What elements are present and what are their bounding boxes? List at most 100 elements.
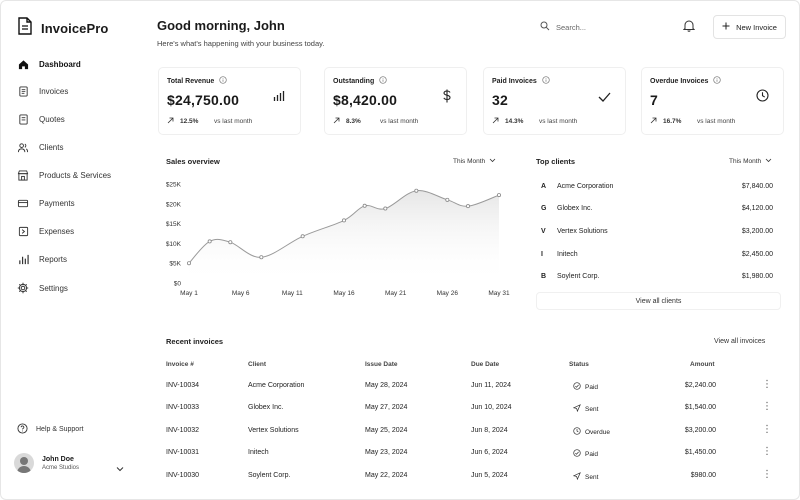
recent-invoices-title: Recent invoices [166, 337, 224, 346]
stat-note: vs last month [380, 118, 419, 125]
stat-card-total-revenue[interactable]: Total Revenue $24,750.00 12.5% vs last mo… [158, 67, 301, 135]
column-header-status[interactable]: Status [569, 361, 589, 368]
client-amount: $4,120.00 [741, 204, 773, 212]
client-row[interactable]: V Vertex Solutions $3,200.00 [541, 224, 773, 238]
client-logo: A [541, 182, 547, 190]
trend-up-icon [492, 117, 499, 126]
invoice-issue-date: May 27, 2024 [365, 404, 408, 411]
invoice-due-date: Jun 10, 2024 [471, 404, 512, 411]
stat-card-paid-invoices[interactable]: Paid Invoices 32 14.3% vs last month [483, 67, 626, 135]
sales-chart: $0 $5K $10K $15K $20K $25K May 1 May 6 May 11 May… [166, 182, 510, 298]
x-tick-label: May 1 [180, 290, 198, 297]
search-input[interactable]: Search... [534, 17, 662, 37]
sidebar-item-clients[interactable]: Clients [17, 139, 63, 155]
user-company: Acme Studios [42, 464, 80, 471]
table-row[interactable]: INV-10033 Globex Inc. May 27, 2024 Jun 1… [161, 398, 781, 418]
sidebar-item-dashboard[interactable]: Dashboard [17, 56, 81, 72]
client-name: Initech [557, 250, 578, 258]
view-all-invoices-link[interactable]: View all invoices [714, 338, 766, 345]
client-name: Vertex Solutions [557, 227, 608, 235]
bar-chart-icon [273, 89, 286, 107]
user-menu[interactable]: John Doe Acme Studios [14, 453, 124, 473]
x-tick-label: May 6 [232, 290, 250, 297]
sidebar-item-expenses[interactable]: Expenses [17, 223, 74, 239]
sidebar-item-products[interactable]: Products & Services [17, 167, 111, 183]
invoice-icon [17, 85, 29, 97]
check-circle-icon [573, 449, 581, 459]
more-icon[interactable]: ⋮ [762, 469, 772, 480]
status-label: Sent [585, 405, 599, 413]
column-header-due-date[interactable]: Due Date [471, 361, 500, 368]
client-row[interactable]: I Initech $2,450.00 [541, 247, 773, 261]
more-icon[interactable]: ⋮ [762, 379, 772, 390]
stat-change: 16.7% [663, 118, 682, 125]
sales-area [189, 190, 499, 283]
column-header-amount[interactable]: Amount [690, 361, 715, 368]
invoice-amount: $1,450.00 [684, 449, 716, 456]
sidebar-item-quotes[interactable]: Quotes [17, 111, 65, 127]
stat-label: Overdue Invoices [650, 77, 709, 85]
client-row[interactable]: G Globex Inc. $4,120.00 [541, 201, 773, 215]
status-label: Paid [585, 450, 599, 458]
help-support-link[interactable]: Help & Support [17, 423, 83, 436]
help-label: Help & Support [36, 426, 84, 433]
info-icon [379, 76, 387, 86]
more-icon[interactable]: ⋮ [762, 401, 772, 412]
clients-period-select[interactable]: This Month [729, 158, 772, 165]
app-name: InvoicePro [41, 21, 109, 36]
sales-point [186, 261, 191, 266]
invoice-issue-date: May 28, 2024 [365, 382, 408, 389]
sidebar-item-reports[interactable]: Reports [17, 251, 67, 267]
table-row[interactable]: INV-10034 Acme Corporation May 28, 2024 … [161, 376, 781, 396]
expense-icon [17, 225, 29, 237]
column-header-client[interactable]: Client [248, 361, 267, 368]
send-icon [572, 404, 581, 414]
table-row[interactable]: INV-10031 Initech May 23, 2024 Jun 6, 20… [161, 443, 781, 463]
stat-card-overdue-invoices[interactable]: Overdue Invoices 7 16.7% vs last month [641, 67, 784, 135]
invoice-due-date: Jun 11, 2024 [471, 382, 511, 389]
invoice-number: INV-10034 [166, 382, 200, 389]
view-all-clients-button[interactable]: View all clients [536, 292, 781, 310]
stat-note: vs last month [214, 118, 253, 125]
sales-point [383, 206, 388, 211]
y-tick-label: $15K [166, 221, 182, 228]
client-logo: I [541, 250, 543, 258]
status-label: Sent [585, 473, 599, 481]
new-invoice-button[interactable]: New Invoice [713, 15, 786, 39]
check-icon [598, 89, 611, 107]
client-amount: $2,450.00 [741, 250, 773, 258]
x-tick-label: May 26 [437, 290, 459, 297]
client-name: Acme Corporation [557, 182, 614, 190]
table-row[interactable]: INV-10030 Soylent Corp. May 22, 2024 Jun… [161, 466, 781, 486]
sidebar-item-label: Clients [39, 142, 64, 152]
sidebar-item-payments[interactable]: Payments [17, 195, 75, 211]
sidebar-item-invoices[interactable]: Invoices [17, 83, 68, 99]
sidebar-item-label: Reports [39, 254, 68, 264]
notifications-button[interactable] [682, 19, 696, 37]
client-row[interactable]: B Soylent Corp. $1,980.00 [541, 269, 773, 283]
invoice-amount: $2,240.00 [684, 382, 716, 389]
client-name: Globex Inc. [557, 204, 593, 212]
invoice-client: Soylent Corp. [248, 472, 291, 479]
bar-chart-icon [17, 253, 29, 265]
sidebar-item-label: Settings [39, 283, 68, 293]
sidebar-item-settings[interactable]: Settings [17, 280, 68, 296]
column-header-invoice[interactable]: Invoice # [166, 361, 194, 368]
logo[interactable]: InvoicePro [17, 17, 108, 40]
sales-point [496, 193, 501, 198]
client-logo: G [541, 204, 547, 212]
column-header-issue-date[interactable]: Issue Date [365, 361, 398, 368]
quote-icon [17, 113, 29, 125]
client-row[interactable]: A Acme Corporation $7,840.00 [541, 179, 773, 193]
sales-line [188, 190, 500, 264]
x-tick-label: May 11 [282, 290, 303, 297]
invoice-due-date: Jun 6, 2024 [471, 449, 508, 456]
send-icon [572, 472, 581, 482]
more-icon[interactable]: ⋮ [762, 424, 772, 435]
table-row[interactable]: INV-10032 Vertex Solutions May 25, 2024 … [161, 421, 781, 441]
more-icon[interactable]: ⋮ [762, 446, 772, 457]
sales-period-select[interactable]: This Month [453, 158, 496, 165]
users-icon [17, 141, 29, 153]
stat-card-outstanding[interactable]: Outstanding $8,420.00 8.3% vs last month [324, 67, 467, 135]
